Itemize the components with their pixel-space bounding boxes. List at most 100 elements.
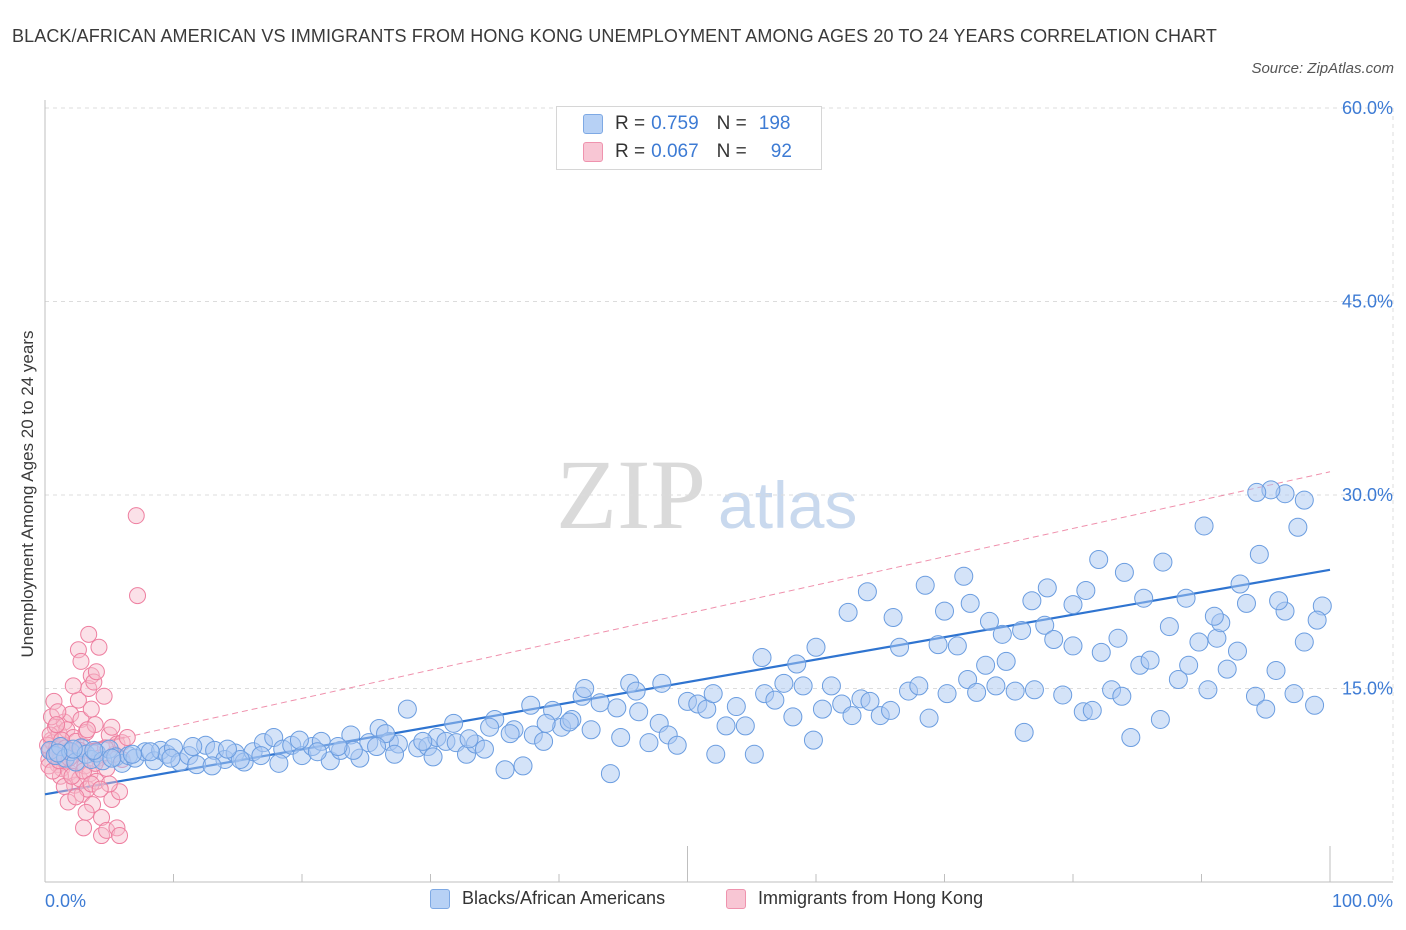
point-blacks <box>480 717 500 737</box>
point-blacks <box>752 648 772 668</box>
point-blacks <box>513 756 533 776</box>
legend-label-hong-kong: Immigrants from Hong Kong <box>758 888 984 908</box>
point-blacks <box>48 743 68 763</box>
point-blacks <box>967 682 987 702</box>
watermark: ZIP atlas <box>556 439 857 550</box>
point-hong-kong <box>103 718 121 736</box>
point-blacks <box>1294 490 1314 510</box>
point-blacks <box>806 637 826 657</box>
point-hong-kong <box>75 819 93 837</box>
point-blacks <box>996 651 1016 671</box>
point-blacks <box>1159 617 1179 637</box>
point-blacks <box>376 724 396 744</box>
point-blacks <box>1089 550 1109 569</box>
point-blacks <box>1121 728 1141 748</box>
point-blacks <box>992 624 1012 644</box>
point-blacks <box>890 637 910 657</box>
point-blacks <box>986 676 1006 696</box>
point-blacks <box>1063 595 1083 615</box>
point-hong-kong <box>87 663 105 681</box>
point-blacks <box>251 746 271 766</box>
point-blacks <box>385 744 405 764</box>
point-blacks <box>735 716 755 736</box>
point-blacks <box>803 730 823 750</box>
point-blacks <box>500 724 520 744</box>
legend-r-value: 0.759 <box>651 113 699 134</box>
point-blacks <box>534 731 554 751</box>
point-hong-kong <box>82 775 100 793</box>
point-blacks <box>1236 593 1256 613</box>
point-blacks <box>883 608 903 628</box>
point-blacks <box>1249 544 1269 564</box>
y-tick-label: 15.0% <box>1342 679 1393 699</box>
point-blacks <box>935 601 954 621</box>
point-hong-kong <box>93 827 111 845</box>
point-blacks <box>1112 686 1132 706</box>
point-hong-kong <box>98 821 116 839</box>
point-hong-kong <box>90 638 108 656</box>
point-blacks <box>1198 680 1218 700</box>
point-blacks <box>1266 660 1286 680</box>
point-blacks <box>444 713 464 733</box>
point-blacks <box>1168 669 1188 689</box>
point-blacks <box>230 749 250 769</box>
point-blacks <box>857 582 877 602</box>
series-blacks <box>40 480 1332 784</box>
legend-row-blacks: R = 0.759 N = 198 <box>583 111 790 137</box>
point-hong-kong <box>93 809 111 826</box>
point-blacks <box>590 693 610 713</box>
point-blacks <box>122 744 142 764</box>
point-blacks <box>1012 620 1032 640</box>
point-blacks <box>1108 628 1128 648</box>
point-blacks <box>1037 578 1057 598</box>
legend-n-value: 92 <box>770 141 792 162</box>
point-blacks <box>474 739 494 759</box>
point-blacks <box>1005 681 1025 701</box>
point-blacks <box>1204 606 1224 626</box>
point-blacks <box>600 764 620 784</box>
point-blacks <box>838 602 858 622</box>
point-hong-kong <box>48 716 66 734</box>
point-hong-kong <box>91 780 109 798</box>
point-blacks <box>1134 588 1154 608</box>
legend-row-hong-kong: R = 0.067 N = 92 <box>583 139 792 165</box>
trend-line-hong-kong-extension <box>124 471 1331 739</box>
legend-n-label: N = <box>716 113 747 134</box>
point-hong-kong <box>100 775 118 793</box>
legend-r-value: 0.067 <box>651 141 699 162</box>
y-tick-labels: 15.0% 30.0% 45.0% 60.0% <box>1342 98 1393 699</box>
point-blacks <box>1114 562 1134 582</box>
point-blacks <box>765 690 785 710</box>
point-blacks <box>1194 516 1214 536</box>
point-blacks <box>703 684 723 704</box>
point-hong-kong <box>72 652 90 670</box>
point-blacks <box>1014 722 1034 742</box>
point-blacks <box>1230 574 1250 594</box>
legend-item-hong-kong: Immigrants from Hong Kong <box>726 888 983 909</box>
point-blacks <box>1189 632 1209 652</box>
point-hong-kong <box>49 703 67 721</box>
legend-r-label: R = <box>615 113 646 134</box>
point-hong-kong <box>127 507 145 525</box>
point-blacks <box>423 747 443 767</box>
point-blacks <box>575 679 595 698</box>
point-blacks <box>495 760 515 780</box>
legend-label-blacks: Blacks/African Americans <box>462 888 666 908</box>
point-blacks <box>521 695 541 715</box>
point-blacks <box>626 681 646 701</box>
point-blacks <box>611 728 631 748</box>
point-hong-kong <box>129 587 147 605</box>
point-blacks <box>413 731 433 751</box>
y-tick-label: 45.0% <box>1342 292 1393 312</box>
point-blacks <box>1294 632 1314 652</box>
point-blacks <box>954 566 974 586</box>
point-blacks <box>536 713 556 733</box>
legend-swatch-pink <box>726 888 746 909</box>
point-blacks <box>881 700 901 720</box>
point-hong-kong <box>95 687 113 705</box>
point-blacks <box>581 720 601 740</box>
point-hong-kong <box>85 673 103 691</box>
point-blacks <box>639 733 659 753</box>
point-blacks <box>1307 610 1327 630</box>
